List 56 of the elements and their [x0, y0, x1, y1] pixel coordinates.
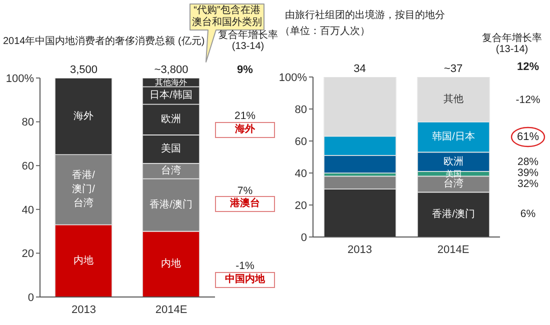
text: 9%	[236, 64, 254, 76]
series-label: 台湾	[161, 164, 181, 177]
chart-title: 由旅行社组团的出境游，按目的地分	[285, 10, 445, 22]
text: 39%	[516, 167, 540, 179]
annotation: 3,500	[68, 63, 99, 77]
series-label: 内地	[161, 258, 181, 270]
text: 21%	[233, 110, 256, 122]
series-label: 美国	[161, 142, 181, 155]
series-label: 韩国/日本	[432, 130, 475, 142]
series-label: 其他	[444, 92, 464, 105]
y-tick-label: 0	[28, 292, 34, 304]
series-label: 欧洲	[444, 155, 464, 168]
text: 海外	[215, 122, 275, 138]
text: 12%	[516, 61, 540, 73]
series-label: 香港/澳门/台湾	[72, 169, 96, 210]
text: “代购”包含在港澳台和国外类别	[191, 5, 263, 29]
text: 复合年增长率 (13-14)	[481, 33, 543, 55]
y-tick-label: 0	[300, 232, 307, 244]
x-tick-label: 2013	[348, 244, 372, 256]
series-label: 其他海外	[155, 78, 187, 87]
y-tick-label: 40	[22, 204, 34, 216]
series-label: 欧洲	[161, 113, 181, 126]
text: 中国内地	[215, 272, 275, 288]
y-tick-label: 100%	[6, 72, 34, 85]
x-tick-label: 2013	[72, 304, 96, 316]
text: 61%	[516, 131, 540, 143]
y-tick-label: 20	[22, 248, 34, 260]
text: 32%	[516, 178, 540, 190]
y-tick-label: 60	[294, 136, 307, 148]
annotation: 34	[352, 62, 367, 76]
x-tick-label: 2014E	[155, 304, 188, 316]
series-label: 香港/澳门	[432, 208, 475, 220]
y-tick-label: 40	[294, 168, 307, 180]
text: -12%	[514, 94, 542, 106]
series-label: 内地	[74, 254, 94, 266]
x-tick-label: 2014E	[437, 244, 470, 256]
chart-title: 2014年中国内地消费者的奢侈消费总额 (亿元)	[3, 36, 205, 48]
text: -1%	[234, 260, 256, 272]
text: 复合年增长率 (13-14)	[217, 30, 279, 52]
text: 港澳台	[215, 196, 275, 212]
chart-subtitle: （单位：百万人次）	[280, 26, 370, 38]
series-label: 美国	[446, 169, 462, 178]
text: 7%	[236, 185, 254, 197]
y-tick-label: 80	[294, 104, 307, 116]
y-tick-label: 60	[22, 160, 34, 173]
y-tick-label: 80	[22, 116, 34, 129]
text: 28%	[516, 156, 540, 168]
series-label: 香港/澳门	[150, 198, 192, 211]
annotation: ~3,800	[153, 63, 190, 77]
y-tick-label: 20	[294, 200, 307, 212]
annotation: ~37	[442, 62, 464, 76]
series-label: 海外	[74, 110, 94, 122]
text: 6%	[519, 208, 537, 220]
series-label: 日本/韩国	[150, 89, 192, 102]
y-tick-label: 100%	[278, 72, 308, 84]
series-label: 台湾	[444, 178, 464, 190]
